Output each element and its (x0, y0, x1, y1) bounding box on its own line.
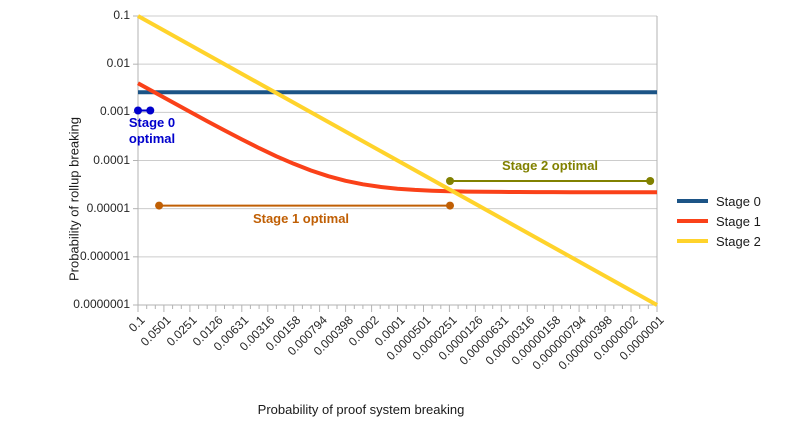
legend-item-stage-1: Stage 1 (677, 211, 761, 231)
y-axis-title: Probability of rollup breaking (66, 116, 82, 282)
y-tick-label: 0.01 (106, 56, 130, 71)
stage-0-line-swatch (677, 199, 708, 203)
annotation-stage-0-optimal: Stage 0 optimal (128, 115, 176, 146)
x-axis-title: Probability of proof system breaking (257, 402, 465, 417)
legend-item-stage-0: Stage 0 (677, 191, 761, 211)
chart-legend: Stage 0 Stage 1 Stage 2 (677, 191, 761, 251)
legend-label-stage-0: Stage 0 (716, 193, 761, 209)
annotation-stage-2-optimal: Stage 2 optimal (501, 158, 599, 173)
annotation-stage-1-optimal: Stage 1 optimal (252, 211, 350, 226)
y-tick-label: 0.001 (99, 104, 130, 119)
legend-item-stage-2: Stage 2 (677, 231, 761, 251)
y-tick-label: 0.1 (113, 8, 130, 22)
y-tick-label: 0.000001 (79, 248, 130, 263)
stage-2-line-swatch (677, 239, 708, 243)
stage-1-line-swatch (677, 219, 708, 223)
y-tick-label: 0.0001 (93, 152, 130, 167)
y-tick-label: 0.0000001 (73, 297, 130, 311)
y-tick-label: 0.00001 (86, 200, 130, 215)
legend-label-stage-2: Stage 2 (716, 233, 761, 249)
legend-label-stage-1: Stage 1 (716, 213, 761, 229)
